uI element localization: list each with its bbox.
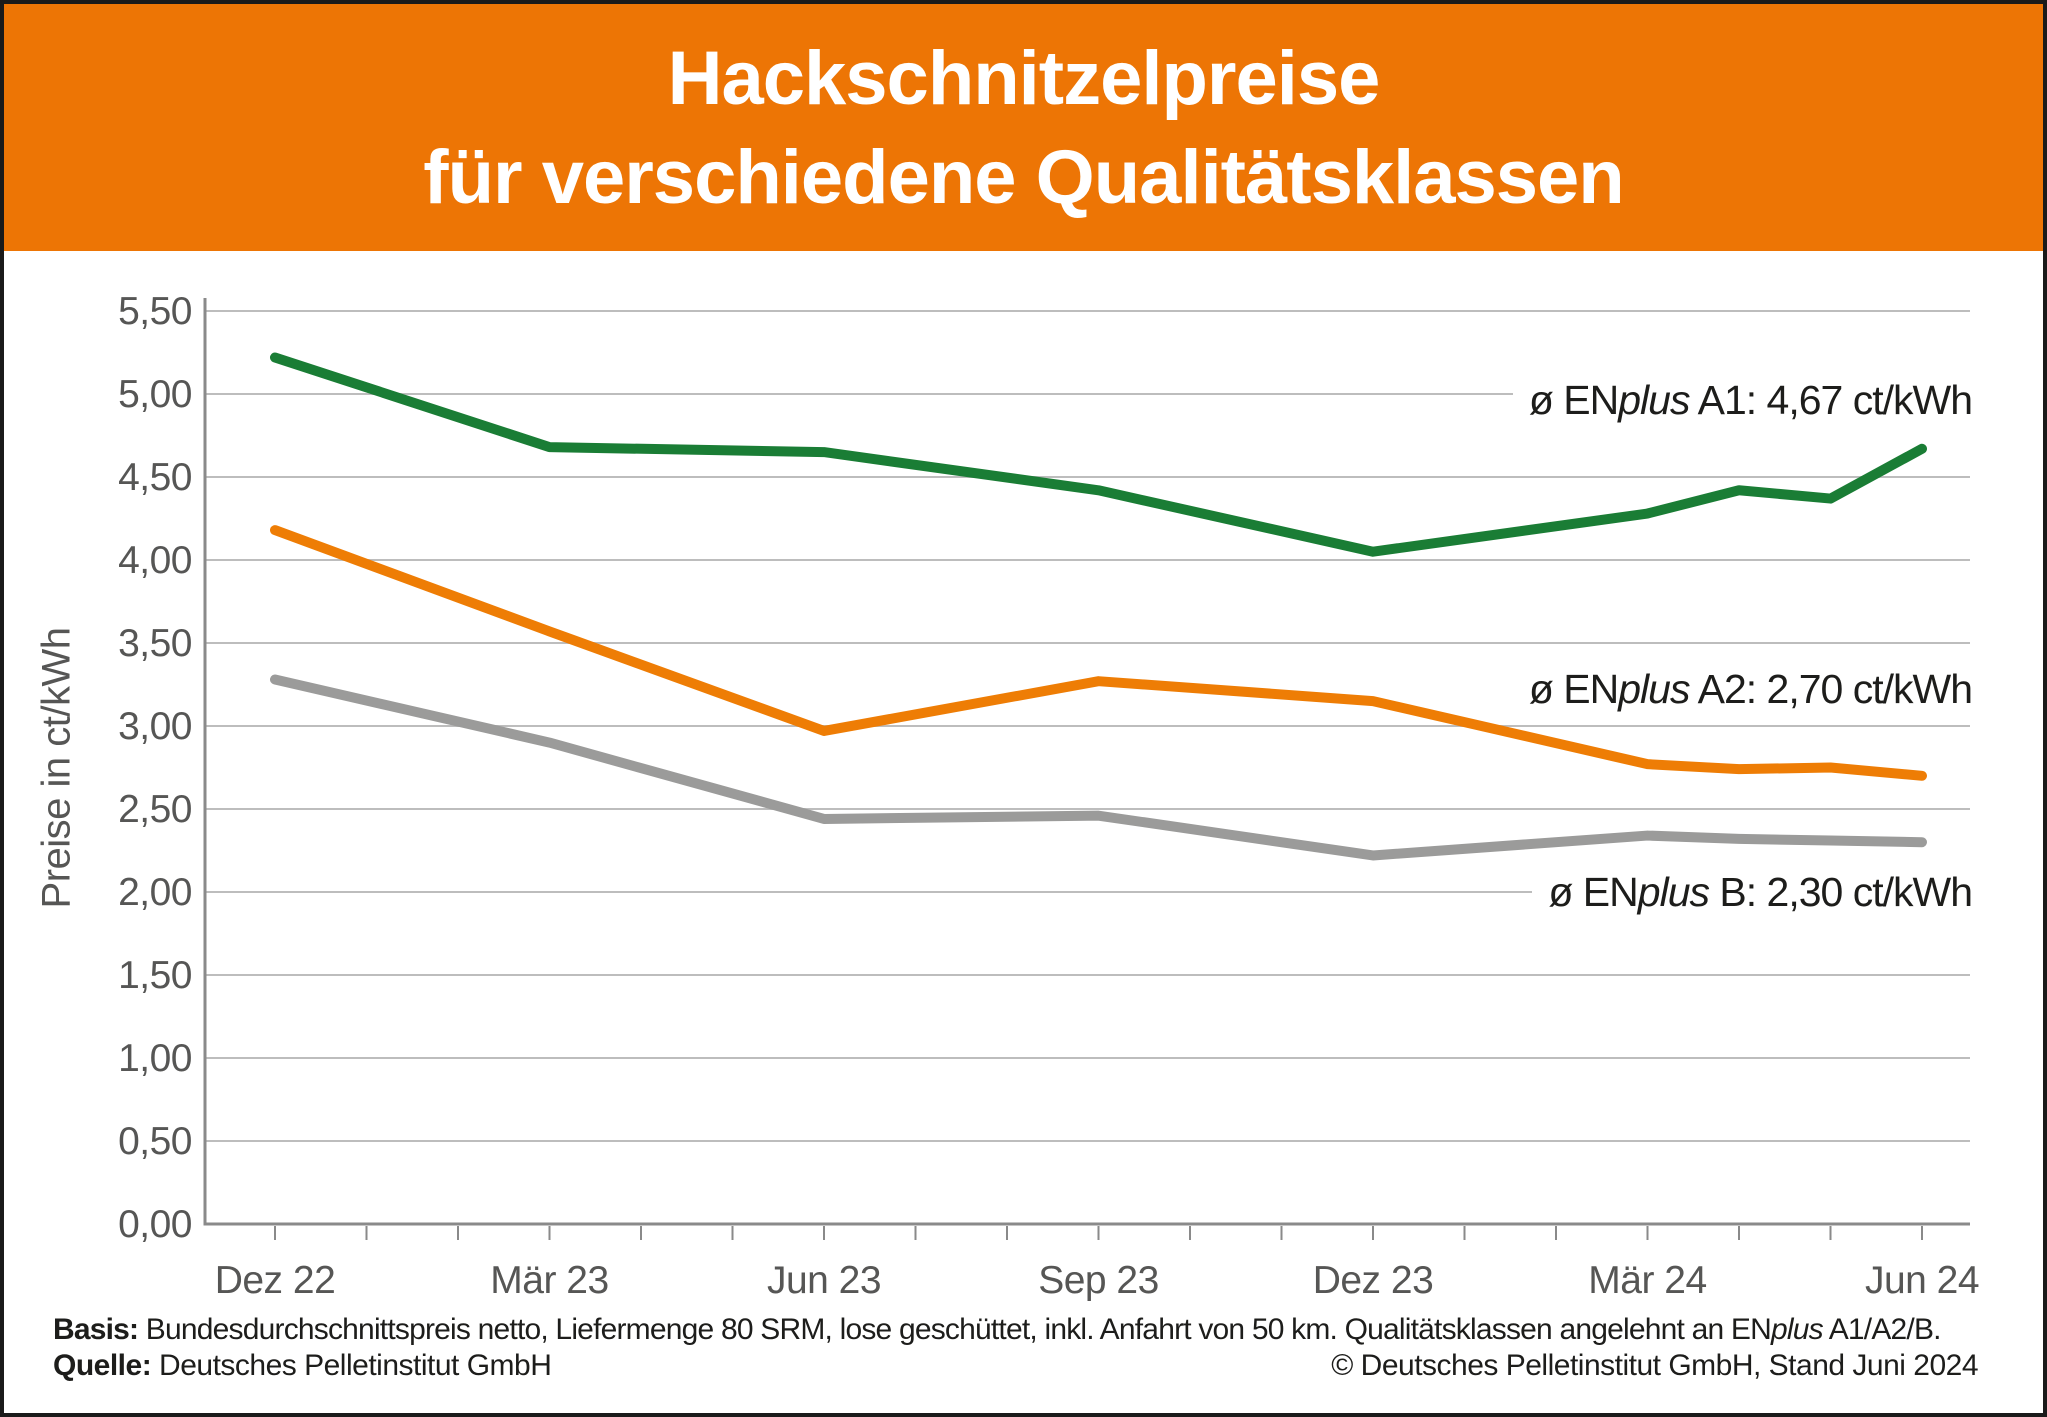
y-tick-label: 3,50 xyxy=(118,622,192,665)
series-label-b-value: B: 2,30 ct/kWh xyxy=(1709,869,1973,915)
y-tick-label: 4,50 xyxy=(118,456,192,499)
y-tick-label: 0,00 xyxy=(118,1203,192,1246)
basis-enplus-italic: plus xyxy=(1770,1313,1824,1346)
series-label-a1-prefix: ø EN xyxy=(1528,377,1619,423)
series-label-enplus-a1: ø ENplus A1: 4,67 ct/kWh xyxy=(1512,369,1973,431)
footnote-basis: Basis: Bundesdurchschnittspreis netto, L… xyxy=(53,1311,1978,1349)
x-tick-label: Dez 22 xyxy=(215,1259,336,1302)
series-line-enplus-b xyxy=(270,674,1927,861)
basis-text-end: A1/A2/B. xyxy=(1822,1313,1942,1346)
quelle-value: Deutsches Pelletinstitut GmbH xyxy=(151,1349,552,1382)
series-label-a2-value: A2: 2,70 ct/kWh xyxy=(1689,666,1973,712)
y-tick-label: 4,00 xyxy=(118,539,192,582)
series-label-a2-prefix: ø EN xyxy=(1528,666,1619,712)
y-tick-label: 1,50 xyxy=(118,954,192,997)
x-tick-label: Mär 24 xyxy=(1588,1259,1706,1302)
y-tick-label: 5,50 xyxy=(118,290,192,333)
series-line-enplus-a2 xyxy=(270,525,1927,781)
series-label-enplus-b: ø ENplus B: 2,30 ct/kWh xyxy=(1532,861,1973,923)
y-tick-label: 5,00 xyxy=(118,373,192,416)
y-tick-label: 2,50 xyxy=(118,788,192,831)
y-tick-label: 3,00 xyxy=(118,705,192,748)
x-tick-label: Jun 24 xyxy=(1865,1259,1979,1302)
x-tick-label: Dez 23 xyxy=(1313,1259,1434,1302)
series-label-b-prefix: ø EN xyxy=(1548,869,1638,915)
page-title-line-1: Hackschnitzelpreise xyxy=(667,35,1381,121)
series-label-enplus-a2: ø ENplus A2: 2,70 ct/kWh xyxy=(1512,658,1973,720)
series-line-enplus-a1 xyxy=(270,352,1927,557)
y-tick-label: 1,00 xyxy=(118,1037,192,1080)
x-tick-label: Sep 23 xyxy=(1038,1259,1159,1302)
series-label-b-italic: plus xyxy=(1637,869,1710,915)
copyright-text: © Deutsches Pelletinstitut GmbH, Stand J… xyxy=(1331,1349,1978,1382)
series-label-a1-italic: plus xyxy=(1618,377,1690,423)
quelle-label: Quelle: xyxy=(53,1349,152,1382)
title-banner: Hackschnitzelpreise für verschiedene Qua… xyxy=(4,4,2043,251)
y-tick-label: 0,50 xyxy=(118,1120,192,1163)
x-tick-label: Mär 23 xyxy=(490,1259,608,1302)
source-text: Quelle: Deutsches Pelletinstitut GmbH xyxy=(53,1347,552,1385)
series-label-a1-value: A1: 4,67 ct/kWh xyxy=(1689,377,1973,423)
basis-text: Bundesdurchschnittspreis netto, Lieferme… xyxy=(138,1313,1772,1346)
series-label-a2-italic: plus xyxy=(1618,666,1690,712)
x-tick-label: Jun 23 xyxy=(767,1259,881,1302)
basis-label: Basis: xyxy=(53,1313,139,1346)
page-title-line-2: für verschiedene Qualitätsklassen xyxy=(423,134,1624,220)
footnote-source-row: Quelle: Deutsches Pelletinstitut GmbH © … xyxy=(53,1347,1978,1385)
y-tick-label: 2,00 xyxy=(118,871,192,914)
